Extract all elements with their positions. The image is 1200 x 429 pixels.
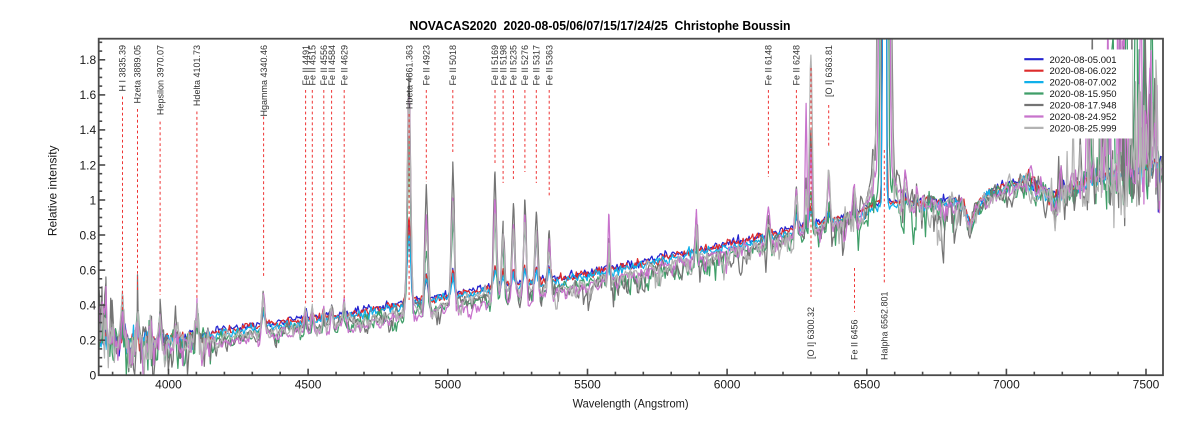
- svg-text:NOVACAS2020 2020-08-05/06/07/: NOVACAS2020 2020-08-05/06/07/15/17/24/25…: [410, 18, 791, 33]
- svg-text:2020-08-17.948: 2020-08-17.948: [1050, 101, 1117, 112]
- svg-text:Hbeta 4861.363: Hbeta 4861.363: [404, 45, 414, 109]
- svg-text:Fe II 5276: Fe II 5276: [520, 45, 530, 86]
- svg-text:2020-08-24.952: 2020-08-24.952: [1050, 112, 1117, 123]
- svg-text:Hepsilon 3970.07: Hepsilon 3970.07: [155, 45, 165, 115]
- svg-text:0.8: 0.8: [80, 228, 97, 242]
- svg-text:Fe II 5018: Fe II 5018: [448, 45, 458, 86]
- svg-text:0.6: 0.6: [80, 263, 97, 277]
- svg-text:5000: 5000: [434, 377, 461, 391]
- svg-text:0.4: 0.4: [80, 298, 97, 312]
- svg-text:1: 1: [90, 193, 97, 207]
- svg-text:H I 3835.39: H I 3835.39: [118, 45, 128, 92]
- svg-text:6000: 6000: [714, 377, 741, 391]
- svg-text:2020-08-07.002: 2020-08-07.002: [1050, 78, 1117, 89]
- svg-text:Hzeta 3889.05: Hzeta 3889.05: [133, 45, 143, 104]
- svg-text:0: 0: [90, 369, 97, 383]
- svg-text:1.2: 1.2: [80, 158, 97, 172]
- svg-text:Wavelength (Angstrom): Wavelength (Angstrom): [573, 397, 689, 411]
- svg-text:5500: 5500: [574, 377, 601, 391]
- svg-text:Hdelta 4101.73: Hdelta 4101.73: [192, 45, 202, 106]
- svg-text:0.2: 0.2: [80, 334, 97, 348]
- svg-text:1.4: 1.4: [80, 123, 97, 137]
- svg-text:Fe II 5235: Fe II 5235: [509, 45, 519, 86]
- svg-text:Fe II 6148: Fe II 6148: [764, 45, 774, 86]
- svg-text:Fe II 4515: Fe II 4515: [308, 45, 318, 86]
- svg-text:Fe II 6456: Fe II 6456: [850, 319, 860, 360]
- svg-text:Fe II 5169: Fe II 5169: [490, 45, 500, 86]
- svg-text:Halpha 6562.801: Halpha 6562.801: [880, 291, 890, 360]
- svg-text:Fe II 5363: Fe II 5363: [544, 45, 554, 86]
- svg-text:7000: 7000: [993, 377, 1020, 391]
- svg-text:[O I] 6363.81: [O I] 6363.81: [824, 45, 834, 97]
- svg-text:Fe II 4584: Fe II 4584: [327, 45, 337, 86]
- svg-text:4000: 4000: [155, 377, 182, 391]
- svg-text:2020-08-06.022: 2020-08-06.022: [1050, 66, 1117, 77]
- svg-text:Fe II 4629: Fe II 4629: [339, 45, 349, 86]
- svg-text:2020-08-15.950: 2020-08-15.950: [1050, 89, 1117, 100]
- svg-text:Hgamma 4340.46: Hgamma 4340.46: [259, 45, 269, 117]
- svg-text:2020-08-05.001: 2020-08-05.001: [1050, 55, 1117, 66]
- svg-text:Fe II 4556: Fe II 4556: [319, 45, 329, 86]
- svg-text:7500: 7500: [1133, 377, 1160, 391]
- svg-text:6500: 6500: [853, 377, 880, 391]
- svg-text:Fe II 4923: Fe II 4923: [422, 45, 432, 86]
- svg-text:[O I] 6300.32: [O I] 6300.32: [806, 307, 816, 359]
- svg-text:Fe II 5317: Fe II 5317: [532, 45, 542, 86]
- svg-text:4500: 4500: [295, 377, 322, 391]
- svg-text:Fe II 6248: Fe II 6248: [792, 45, 802, 86]
- svg-text:1.6: 1.6: [80, 88, 97, 102]
- svg-text:2020-08-25.999: 2020-08-25.999: [1050, 124, 1117, 135]
- svg-text:Fe II 4491: Fe II 4491: [301, 45, 311, 86]
- svg-text:1.8: 1.8: [80, 53, 97, 67]
- svg-text:Fe II 5198: Fe II 5198: [498, 45, 508, 86]
- svg-text:Relative intensity: Relative intensity: [46, 145, 60, 236]
